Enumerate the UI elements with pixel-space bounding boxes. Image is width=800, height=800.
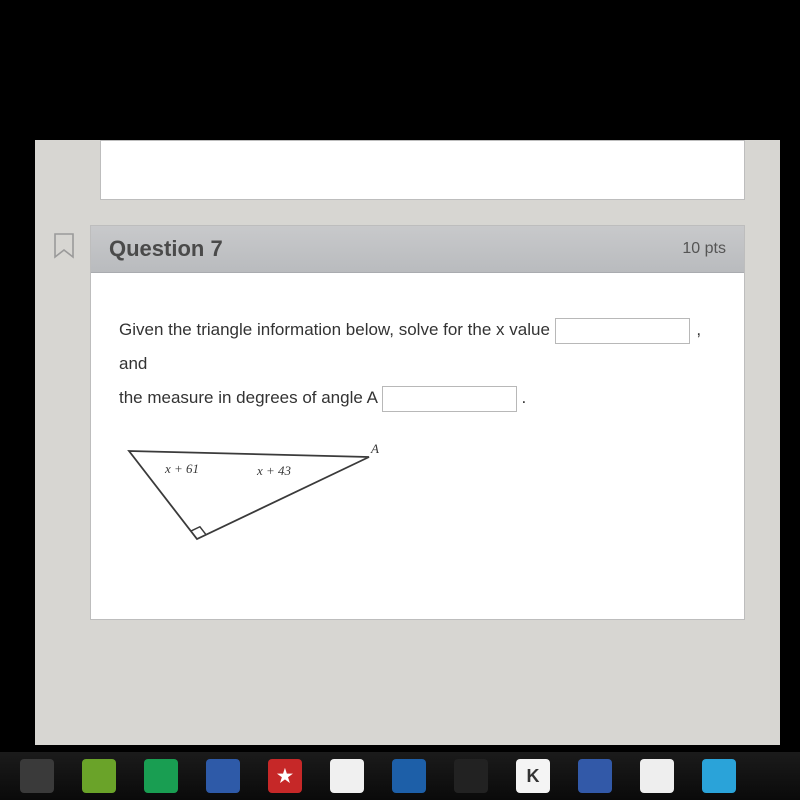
svg-text:x + 61: x + 61: [164, 461, 199, 476]
question-body: Given the triangle information below, so…: [91, 273, 744, 619]
bookmark-icon[interactable]: [53, 233, 75, 259]
color-icon[interactable]: [454, 759, 488, 793]
taskbar: ★K: [0, 752, 800, 800]
quiz-screen: Question 7 10 pts Given the triangle inf…: [35, 140, 780, 745]
data-icon[interactable]: [206, 759, 240, 793]
question-text-after-2: .: [521, 388, 526, 407]
triangle-figure: x + 61 x + 43 A: [119, 439, 716, 549]
question-title: Question 7: [109, 236, 682, 262]
myon-icon[interactable]: [330, 759, 364, 793]
question-row: Question 7 10 pts Given the triangle inf…: [45, 225, 745, 620]
texas-icon[interactable]: ★: [268, 759, 302, 793]
qr-icon[interactable]: [640, 759, 674, 793]
pearson-icon[interactable]: [578, 759, 612, 793]
unknown-icon[interactable]: [20, 759, 54, 793]
x-icon[interactable]: [702, 759, 736, 793]
answer-input-x-value[interactable]: [555, 318, 690, 344]
question-text-part-1: Given the triangle information below, so…: [119, 320, 555, 339]
xtra-icon[interactable]: [392, 759, 426, 793]
frog-icon[interactable]: [82, 759, 116, 793]
khan-icon[interactable]: K: [516, 759, 550, 793]
question-card: Question 7 10 pts Given the triangle inf…: [90, 225, 745, 620]
question-text-part-2: the measure in degrees of angle A: [119, 388, 382, 407]
answer-input-angle-a[interactable]: [382, 386, 517, 412]
previous-question-card: [100, 140, 745, 200]
screen-icon[interactable]: [144, 759, 178, 793]
svg-text:A: A: [370, 441, 379, 456]
question-points: 10 pts: [682, 240, 726, 258]
question-header: Question 7 10 pts: [91, 226, 744, 273]
svg-text:x + 43: x + 43: [256, 463, 292, 478]
